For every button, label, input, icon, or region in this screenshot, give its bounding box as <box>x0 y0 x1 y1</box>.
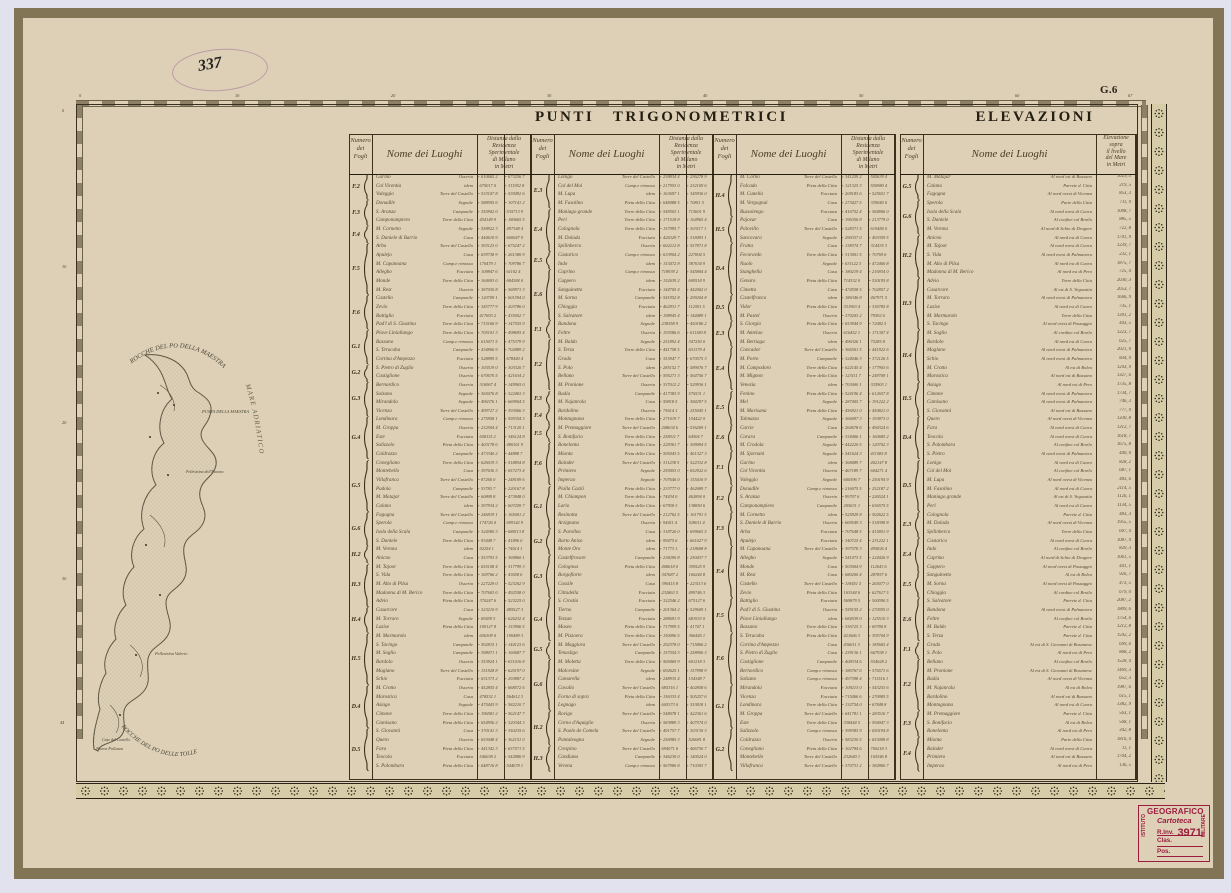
svg-text:ROCCHE DEL PO DELLE TOLLE: ROCCHE DEL PO DELLE TOLLE <box>119 723 198 758</box>
svg-text:Case del Castello: Case del Castello <box>102 737 130 742</box>
svg-text:Pellestrina Valerio: Pellestrina Valerio <box>154 651 188 656</box>
svg-text:Nuova Pollazza: Nuova Pollazza <box>95 746 123 751</box>
svg-text:Pellestrina dell'Pavano: Pellestrina dell'Pavano <box>185 469 224 474</box>
svg-text:MARE ADRIATICO: MARE ADRIATICO <box>243 382 264 455</box>
svg-text:PUNTA DELLA MAESTRA: PUNTA DELLA MAESTRA <box>201 409 249 414</box>
